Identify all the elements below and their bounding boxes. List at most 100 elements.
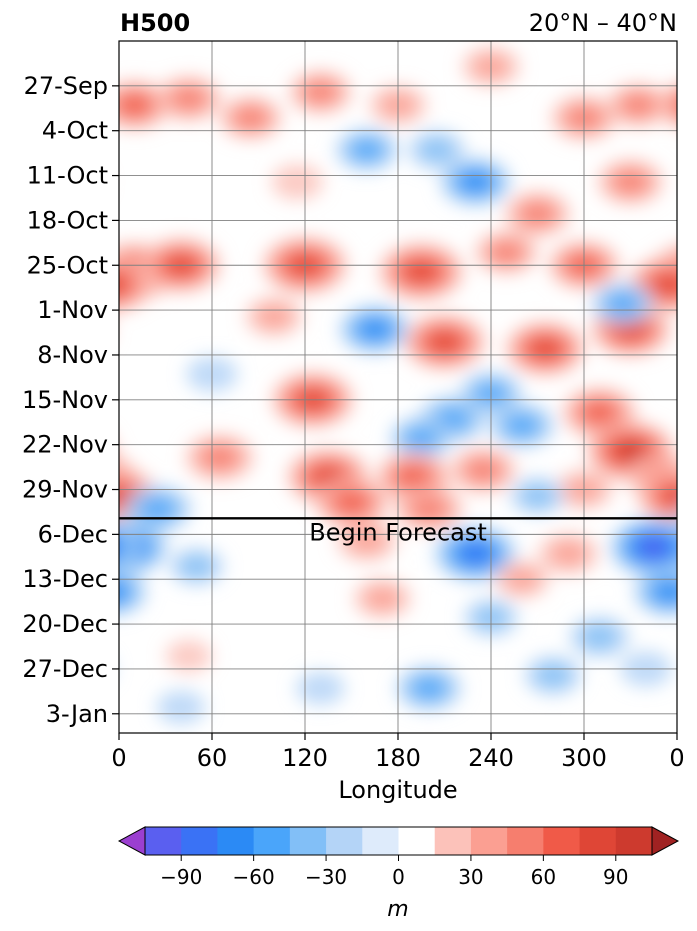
anomaly-blob [462, 172, 489, 191]
anomaly-blob [414, 678, 444, 699]
anomaly-blob [296, 671, 345, 705]
anomaly-blob [419, 138, 454, 162]
anomaly-blob [306, 82, 335, 102]
colorbar-band [507, 827, 544, 855]
colorbar-band [579, 827, 617, 855]
anomaly-blob [204, 447, 236, 468]
anomaly-blob [581, 624, 618, 650]
anomaly-blob [585, 403, 614, 422]
x-tick-label: 240 [468, 744, 514, 772]
anomaly-blob [655, 583, 677, 602]
anomaly-blob [623, 95, 653, 115]
colorbar-tick-label: −60 [233, 865, 275, 889]
anomaly-blob [532, 340, 558, 358]
plot-area [119, 41, 697, 733]
colorbar-tick-label: 90 [603, 865, 628, 889]
anomaly-blob [664, 487, 677, 505]
anomaly-blob [119, 277, 125, 292]
y-tick-label: 22-Nov [22, 431, 108, 459]
anomaly-blob [165, 640, 212, 672]
y-tick-label: 25-Oct [27, 251, 108, 279]
anomaly-blob [641, 538, 667, 556]
anomaly-blob [236, 108, 266, 128]
chart-title-left: H500 [120, 9, 190, 37]
colorbar-tick-label: −30 [305, 865, 347, 889]
anomaly-blob [492, 242, 521, 263]
anomaly-blob [119, 584, 125, 600]
anomaly-blob [615, 171, 646, 192]
y-tick-label: 13-Dec [22, 565, 108, 593]
anomaly-blob [180, 555, 213, 578]
anomaly-blob [679, 263, 697, 281]
anomaly-blob [679, 96, 697, 114]
anomaly-blob [337, 493, 366, 512]
colorbar-tick-label: −90 [160, 865, 202, 889]
y-tick-label: 20-Dec [22, 610, 108, 638]
colorbar-band [434, 827, 472, 855]
x-tick-label: 300 [561, 744, 607, 772]
colorbar-band [615, 827, 653, 855]
x-tick-label: 0 [669, 744, 684, 772]
y-tick-label: 1-Nov [37, 296, 108, 324]
anomaly-blob [431, 333, 458, 351]
colorbar-band [362, 827, 399, 855]
anomaly-blob [617, 320, 644, 338]
colorbar-band [217, 827, 255, 855]
y-axis-ticks: 27-Sep 4-Oct 11-Oct 18-Oct 25-Oct 1-Nov 8-Nov 1… [22, 72, 119, 728]
anomaly-blob [406, 428, 436, 448]
colorbar-band [145, 827, 182, 855]
anomaly-blob [399, 467, 428, 486]
y-tick-label: 27-Sep [24, 72, 108, 100]
y-tick-label: 11-Oct [27, 162, 108, 190]
anomaly-blob [365, 586, 400, 611]
anomaly-blob [691, 492, 697, 525]
anomaly-blob [656, 275, 677, 294]
colorbar-tick-label: 60 [531, 865, 556, 889]
anomaly-blob [462, 544, 489, 563]
anomaly-blob [142, 498, 174, 520]
anomaly-blob [413, 498, 445, 520]
anomaly-blob [550, 541, 587, 566]
anomaly-blob [156, 690, 206, 725]
forecast-label: Begin Forecast [309, 518, 487, 546]
anomaly-blob [271, 164, 323, 200]
anomaly-blob [522, 203, 553, 225]
colorbar-under-arrow [117, 826, 146, 856]
anomaly-blob [119, 533, 127, 562]
grid-lines [119, 41, 677, 733]
anomaly-blob [361, 320, 389, 339]
anomaly-blob [664, 89, 677, 121]
y-tick-label: 3-Jan [46, 700, 108, 728]
anomaly-blob [507, 415, 537, 436]
colorbar-band [543, 827, 581, 855]
colorbar-tick-label: 0 [392, 865, 405, 889]
chart-title-right: 20°N – 40°N [529, 9, 677, 37]
colorbar-band [398, 827, 436, 855]
x-axis-label: Longitude [338, 776, 457, 804]
x-tick-label: 0 [111, 744, 126, 772]
anomaly-blob [608, 293, 638, 314]
anomaly-blob [407, 262, 435, 281]
y-tick-label: 15-Nov [22, 386, 108, 414]
anomaly-blob [535, 663, 571, 688]
colorbar-band [181, 827, 218, 855]
anomaly-blob [119, 272, 132, 297]
x-tick-label: 60 [197, 744, 228, 772]
y-tick-label: 8-Nov [37, 341, 108, 369]
colorbar-tick-label: 30 [458, 865, 483, 889]
anomaly-blob [468, 460, 499, 481]
colorbar-band [470, 827, 508, 855]
anomaly-field [119, 47, 697, 725]
y-tick-label: 29-Nov [22, 476, 108, 504]
x-tick-label: 120 [282, 744, 328, 772]
x-tick-label: 180 [375, 744, 421, 772]
anomaly-blob [173, 88, 204, 109]
y-tick-label: 18-Oct [27, 206, 108, 234]
colorbar-band [253, 827, 291, 855]
anomaly-blob [521, 484, 554, 508]
anomaly-blob [671, 95, 677, 115]
forecast-marker: Begin Forecast [119, 517, 677, 546]
colorbar-band [289, 827, 327, 855]
anomaly-blob [121, 96, 148, 115]
